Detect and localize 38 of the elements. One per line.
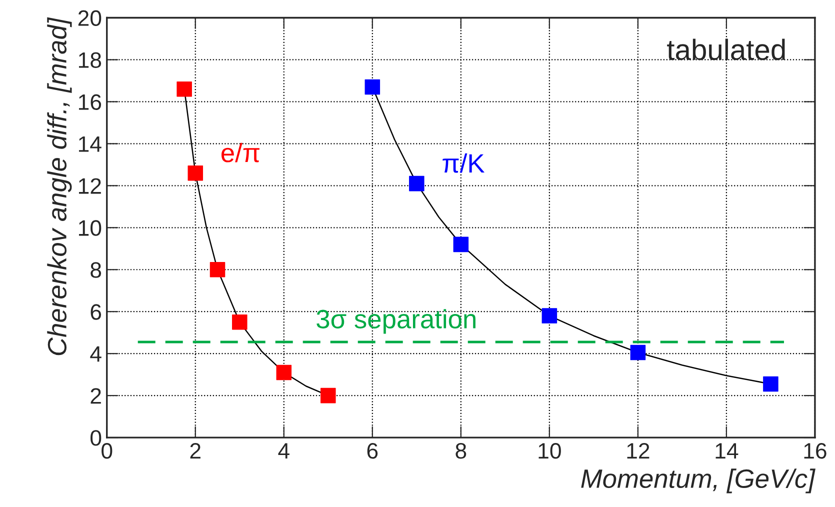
y-axis-title: Cherenkov angle diff., [mrad] xyxy=(47,17,72,356)
point xyxy=(188,165,204,181)
y-tick-label: 8 xyxy=(90,262,102,278)
point xyxy=(320,388,336,404)
series-label: 3σ separation xyxy=(316,309,476,334)
point xyxy=(176,81,192,97)
y-tick-label: 4 xyxy=(90,346,102,362)
y-tick-label: 2 xyxy=(90,388,101,404)
x-axis-title: Momentum, [GeV/c] xyxy=(581,468,816,494)
x-tick-label: 6 xyxy=(367,442,378,459)
point xyxy=(409,176,424,192)
y-tick-label: 20 xyxy=(78,10,102,26)
y-tick-label: 12 xyxy=(79,178,101,194)
x-tick-label: 8 xyxy=(456,442,466,459)
series-label: π/K xyxy=(442,153,485,173)
y-tick-label: 16 xyxy=(79,94,102,110)
y-tick-label: 14 xyxy=(79,136,102,152)
point xyxy=(232,314,248,330)
y-tick-label: 10 xyxy=(79,220,102,236)
point xyxy=(542,308,558,324)
y-tick-label: 6 xyxy=(90,304,102,320)
x-tick-label: 16 xyxy=(804,442,826,459)
x-tick-label: 12 xyxy=(627,442,650,459)
point xyxy=(364,79,380,95)
x-tick-label: 10 xyxy=(538,442,561,459)
point xyxy=(630,344,646,360)
x-tick-label: 4 xyxy=(278,443,290,459)
x-tick-label: 14 xyxy=(716,443,738,459)
annotation: tabulated xyxy=(667,38,785,60)
x-tick-label: 2 xyxy=(190,442,200,459)
y-tick-label: 18 xyxy=(79,52,102,68)
x-tick-label: 0 xyxy=(102,442,112,459)
y-tick-label: 0 xyxy=(90,430,102,446)
series-label: e/π xyxy=(222,142,260,162)
point xyxy=(453,236,469,252)
point xyxy=(210,262,226,278)
point xyxy=(276,364,292,380)
point xyxy=(763,376,778,392)
